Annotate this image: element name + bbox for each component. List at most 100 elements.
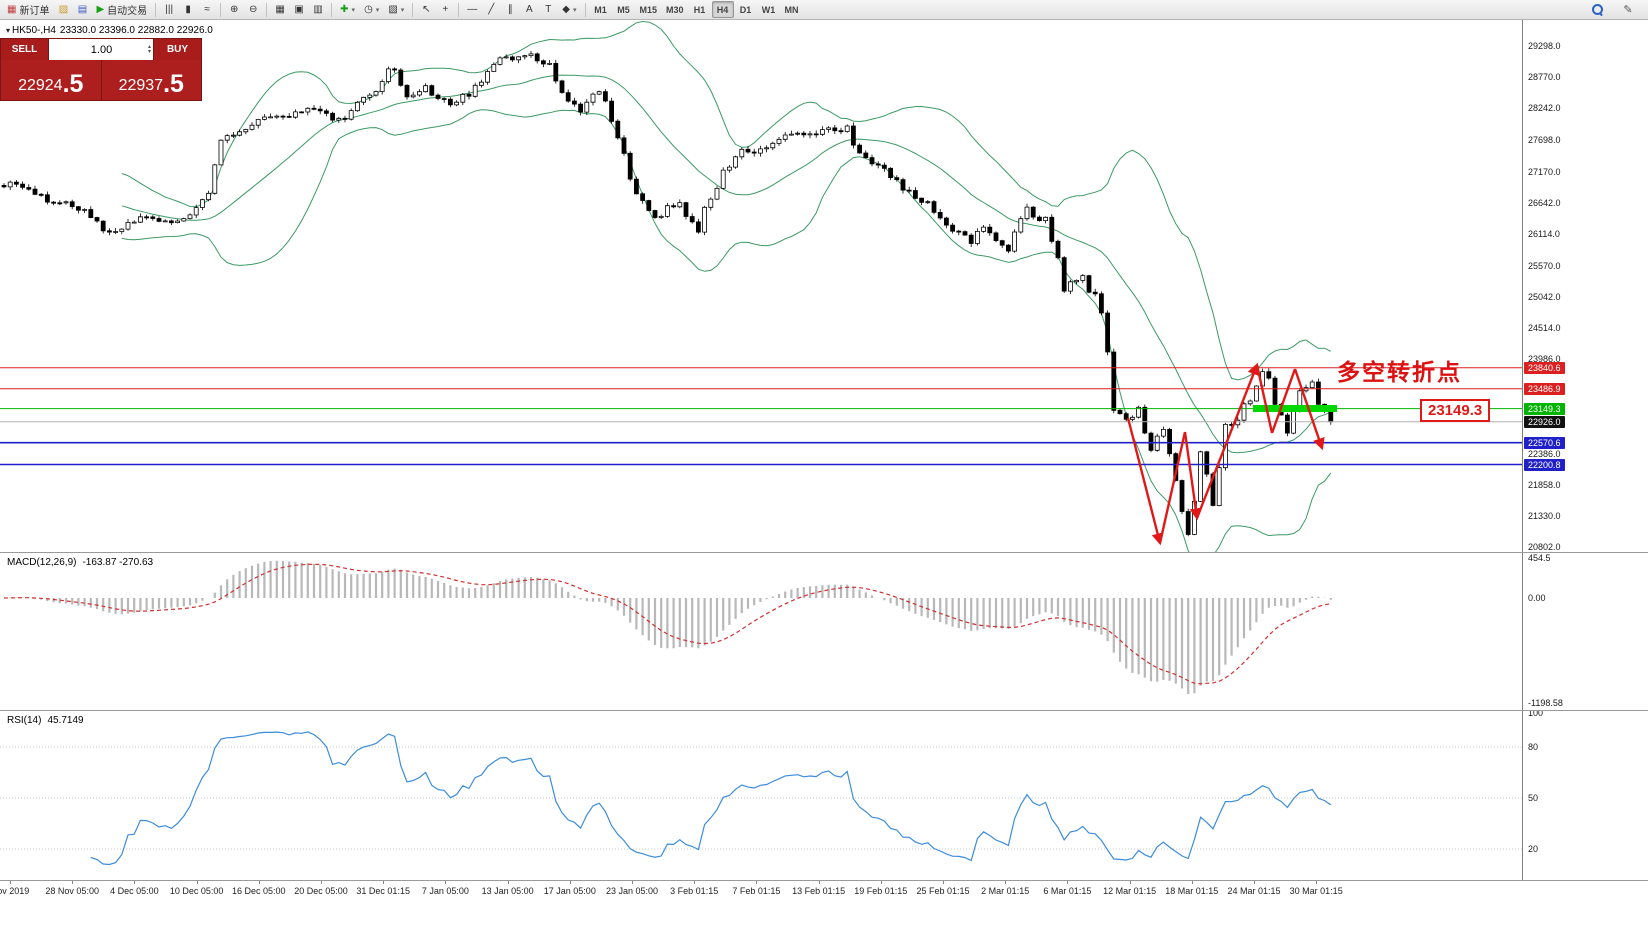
time-axis-label: 28 Nov 05:00 — [45, 886, 99, 896]
buy-price-display[interactable]: 22937 .5 — [102, 60, 202, 100]
arrange-windows-icon: ▥ — [313, 3, 323, 15]
buy-price-frac: .5 — [163, 70, 184, 98]
timeframe-mn-button[interactable]: MN — [781, 1, 803, 18]
text-label-icon: T — [545, 3, 552, 15]
timeframe-m1-button[interactable]: M1 — [590, 1, 612, 18]
crosshair-button[interactable]: + — [436, 1, 454, 18]
cursor-button[interactable]: ↖ — [417, 1, 435, 18]
time-axis-label: 25 Feb 01:15 — [916, 886, 970, 896]
time-axis-tick — [818, 881, 820, 884]
time-axis-tick — [943, 881, 944, 884]
price-level-tag: 23149.3 — [1524, 402, 1565, 415]
channel-icon: ∥ — [507, 3, 513, 15]
timeframe-m30-button[interactable]: M30 — [662, 1, 688, 18]
line-chart-button[interactable]: ≈ — [198, 1, 216, 18]
time-axis[interactable]: Nov 2019 28 Nov 05:00 4 Dec 05:00 10 Dec 05… — [0, 881, 1648, 901]
zoom-in-button[interactable]: ⊕ — [225, 1, 243, 18]
quick-edit-button[interactable]: ✎ — [1615, 0, 1641, 19]
macd-axis-label: 454.5 — [1528, 553, 1551, 564]
toolbar-separator — [458, 2, 460, 17]
rsi-chart-svg[interactable] — [0, 711, 1522, 880]
rsi-axis-label: 20 — [1528, 844, 1539, 854]
timeframe-w1-button[interactable]: W1 — [758, 1, 780, 18]
time-axis-label: 31 Dec 01:15 — [356, 886, 410, 896]
price-axis-label: 21858.0 — [1528, 479, 1561, 490]
timeframe-m5-button[interactable]: M5 — [613, 1, 635, 18]
sell-price-display[interactable]: 22924 .5 — [1, 60, 101, 100]
price-axis-label: 27170.0 — [1528, 166, 1561, 177]
arrange-windows-button[interactable]: ▥ — [309, 1, 327, 18]
price-axis[interactable]: 29298.0 28770.0 28242.0 27698.0 27170.0 26642… — [1522, 20, 1648, 552]
time-axis-label: 7 Jan 05:00 — [421, 886, 469, 896]
cascade-windows-button[interactable]: ▣ — [290, 1, 308, 18]
rsi-axis-label: 80 — [1528, 742, 1539, 752]
sell-button[interactable]: SELL — [1, 39, 48, 60]
time-axis-tick — [756, 881, 758, 884]
price-level-tag: 22570.6 — [1524, 436, 1565, 449]
timeframe-h4-button[interactable]: H4 — [711, 1, 734, 18]
toolbar-separator — [155, 2, 157, 17]
trendline-button[interactable]: ╱ — [482, 1, 500, 18]
search-button[interactable] — [1585, 0, 1611, 19]
time-axis-tick — [1191, 881, 1193, 884]
buy-button[interactable]: BUY — [154, 39, 201, 60]
timeframe-d1-button[interactable]: D1 — [735, 1, 757, 18]
price-axis-label: 20802.0 — [1528, 542, 1561, 552]
toolbar-separator — [220, 2, 222, 17]
collapse-caret-icon: ▾ — [6, 26, 11, 35]
rsi-axis-label: 50 — [1528, 793, 1539, 803]
rsi-axis-label: 100 — [1528, 711, 1544, 718]
autotrading-button-label: 自动交易 — [107, 6, 148, 17]
dropdown-caret-icon: ▾ — [400, 6, 405, 14]
channel-button[interactable]: ∥ — [501, 1, 519, 18]
sell-price-frac: .5 — [62, 70, 84, 98]
toolbar-separator — [412, 2, 414, 17]
time-axis-label: 18 Mar 01:15 — [1165, 886, 1219, 896]
volume-input[interactable]: 1.00 ▴ ▾ — [48, 39, 154, 60]
macd-chart-svg[interactable] — [0, 553, 1522, 710]
templates-button[interactable]: ▧ ▾ — [384, 1, 408, 18]
tile-windows-button[interactable]: ▦ — [271, 1, 289, 18]
search-icon — [1592, 3, 1604, 16]
candlestick-chart-button[interactable]: ▮ — [179, 1, 197, 18]
time-axis-label: 16 Dec 05:00 — [232, 886, 286, 896]
chart-ohlc-header: ▾ HK50-,H4 23330.0 23396.0 22882.0 22926.0 — [6, 25, 217, 36]
timeframe-h1-button[interactable]: H1 — [689, 1, 711, 18]
chart-profiles-button[interactable]: ▨ — [54, 1, 72, 18]
dropdown-caret-icon: ▾ — [351, 6, 356, 14]
spinner-up-icon[interactable]: ▴ — [147, 43, 151, 50]
trendline-icon: ╱ — [488, 3, 495, 15]
volume-spinner[interactable]: ▴ ▾ — [147, 43, 151, 55]
time-axis-label: 13 Jan 05:00 — [481, 886, 534, 896]
horizontal-line-button[interactable]: — — [463, 1, 481, 18]
time-axis-tick — [1005, 881, 1007, 884]
new-order-button[interactable]: ▦ 新订单 — [3, 1, 53, 18]
macd-axis-label: -1198.58 — [1528, 698, 1563, 709]
text-label-button[interactable]: T — [539, 1, 557, 18]
time-axis-tick — [321, 881, 322, 884]
periods-button[interactable]: ◷ ▾ — [360, 1, 383, 18]
indicators-icon: ✚ — [340, 3, 349, 15]
shapes-button[interactable]: ◆ ▾ — [558, 1, 580, 18]
indicators-button[interactable]: ✚ ▾ — [336, 1, 359, 18]
macd-axis[interactable]: 454.5 0.00 -1198.58 — [1522, 553, 1648, 710]
data-window-button[interactable]: ▤ — [73, 1, 91, 18]
price-level-tag: 22926.0 — [1524, 415, 1565, 428]
new-order-button-label: 新订单 — [19, 6, 50, 17]
price-chart-svg[interactable] — [0, 20, 1522, 552]
time-axis-label: Nov 2019 — [0, 886, 30, 896]
spinner-down-icon[interactable]: ▾ — [147, 48, 151, 55]
rsi-axis[interactable]: 100 80 50 20 — [1522, 711, 1648, 880]
autotrading-button[interactable]: ▶ 自动交易 — [92, 1, 151, 18]
time-axis-tick — [10, 881, 11, 884]
time-axis-label: 20 Dec 05:00 — [294, 886, 348, 896]
zoom-out-button[interactable]: ⊖ — [244, 1, 262, 18]
text-button[interactable]: A — [520, 1, 538, 18]
macd-header: MACD(12,26,9) -163.87 -270.63 — [7, 557, 153, 568]
trade-top-row: SELL 1.00 ▴ ▾ BUY — [1, 39, 201, 60]
bar-chart-button[interactable]: ||| — [160, 1, 178, 18]
time-axis-label: 3 Feb 01:15 — [670, 886, 719, 896]
time-axis-label: 7 Feb 01:15 — [732, 886, 781, 896]
toolbar-separator — [331, 2, 333, 17]
timeframe-m15-button[interactable]: M15 — [636, 1, 662, 18]
